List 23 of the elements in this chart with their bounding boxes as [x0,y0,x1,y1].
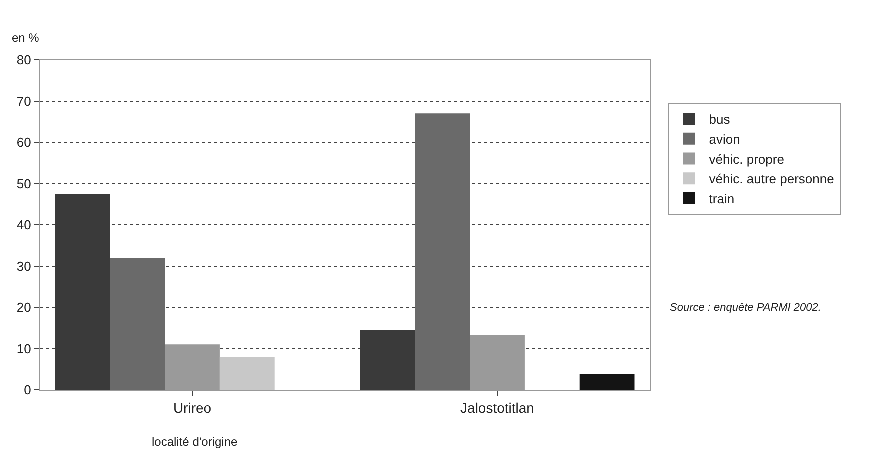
legend-label: avion [709,132,740,147]
y-tick-label: 0 [24,382,32,398]
source-note: Source : enquête PARMI 2002. [670,302,822,314]
legend-label: train [709,192,735,207]
bar [110,258,166,390]
x-axis-title: localité d'origine [152,435,238,449]
bar [220,357,275,390]
legend-label: bus [709,112,731,128]
y-tick-label: 10 [16,341,32,356]
y-tick-label: 80 [16,52,32,68]
y-tick-label: 50 [16,176,32,192]
y-tick-label: 40 [16,218,32,233]
x-tick-label: Urireo [173,400,212,416]
y-axis-title: en % [12,31,40,45]
y-tick-label: 70 [16,94,32,109]
x-tick-label: Jalostotitlan [460,400,534,416]
y-tick-label: 20 [16,300,32,316]
legend-label: véhic. autre personne [709,172,834,187]
bar [415,114,470,390]
legend-label: véhic. propre [709,152,784,167]
y-tick-label: 30 [16,258,32,274]
y-tick-label: 60 [16,135,32,150]
bar [580,374,635,390]
